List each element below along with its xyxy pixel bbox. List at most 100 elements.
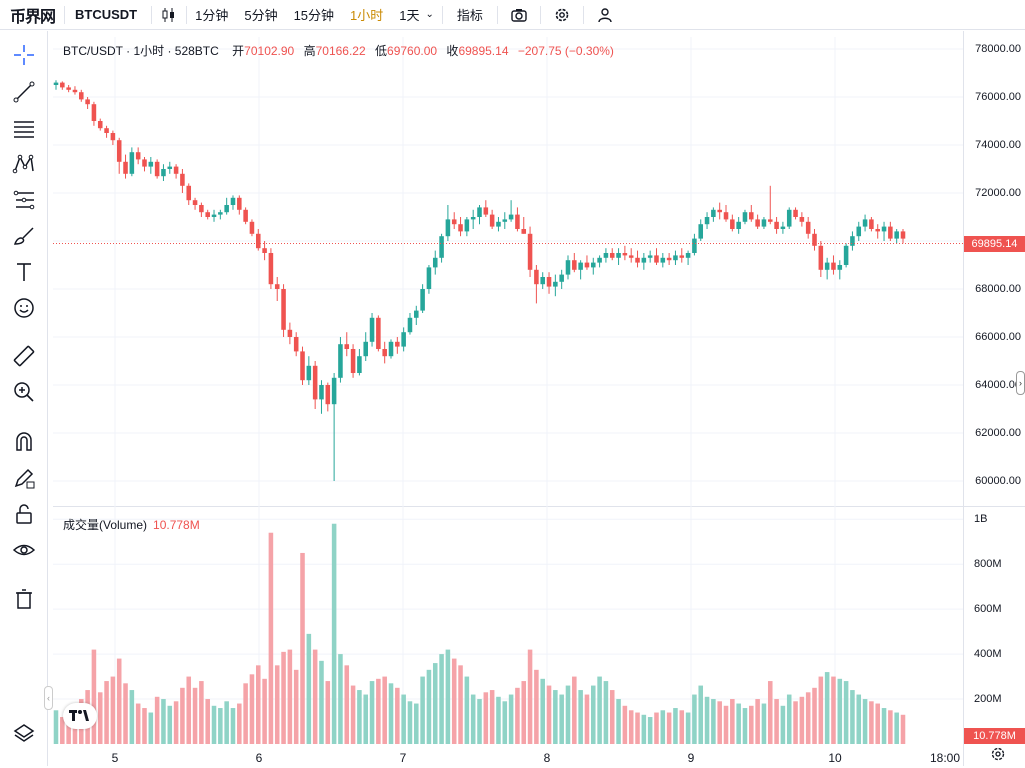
delete-drawings-tool[interactable] xyxy=(10,585,38,613)
interval-1h[interactable]: 1小时 xyxy=(350,8,384,23)
volume-bar xyxy=(496,696,501,744)
volume-bar xyxy=(597,676,602,744)
chart-type-button[interactable] xyxy=(152,0,186,30)
volume-bar xyxy=(717,701,722,744)
candle-body xyxy=(192,200,198,205)
axis-settings-button[interactable] xyxy=(989,745,1007,763)
candle-body xyxy=(736,221,741,229)
candle-body xyxy=(439,236,444,258)
volume-bar xyxy=(888,710,893,744)
emoji-tool[interactable] xyxy=(10,294,38,322)
divider xyxy=(151,5,153,24)
interval-1d[interactable]: 1天 ⌄ xyxy=(391,0,442,30)
volume-tick-label: 1B xyxy=(974,513,988,526)
brush-tool[interactable] xyxy=(10,222,38,250)
symbol-selector[interactable]: BTCUSDT xyxy=(75,7,138,22)
candle-body xyxy=(584,262,590,268)
volume-bar xyxy=(780,705,786,744)
candle-body xyxy=(129,152,135,174)
screenshot-button[interactable] xyxy=(498,0,540,30)
candle-body xyxy=(818,245,824,270)
fib-tool[interactable] xyxy=(10,186,38,214)
trendline-tool[interactable] xyxy=(10,78,38,106)
candle-body xyxy=(344,344,350,349)
candle-body xyxy=(749,212,754,220)
volume-bar xyxy=(635,712,640,744)
price-axis[interactable]: 78000.0076000.0074000.0072000.0070000.00… xyxy=(963,31,1025,766)
volume-bar xyxy=(401,694,406,744)
measure-tool[interactable] xyxy=(10,342,38,370)
scroll-right-handle[interactable]: › xyxy=(1016,371,1025,395)
price-tick-label: 72000.00 xyxy=(975,187,1021,199)
candle-body xyxy=(268,253,274,285)
divider xyxy=(186,5,188,24)
volume-bar xyxy=(306,633,312,744)
divider xyxy=(582,5,584,24)
candle-body xyxy=(609,253,615,258)
candle-body xyxy=(780,226,786,229)
crosshair-tool[interactable] xyxy=(10,41,38,69)
volume-bar xyxy=(584,694,590,744)
volume-bar xyxy=(451,658,457,744)
lock-drawings-tool[interactable] xyxy=(10,464,38,492)
volume-bar xyxy=(274,665,280,744)
volume-bar xyxy=(97,692,103,744)
candle-body xyxy=(553,281,558,287)
volume-bar xyxy=(129,690,135,744)
object-tree-tool[interactable] xyxy=(10,719,38,747)
open-value: 70102.90 xyxy=(244,44,295,58)
horizontal-lines-tool[interactable] xyxy=(10,114,38,142)
volume-bar xyxy=(711,699,716,744)
candle-body xyxy=(281,289,286,330)
pattern-tool[interactable] xyxy=(10,150,38,178)
current-price-label: 69895.14 xyxy=(964,235,1025,252)
collapse-toolbar-handle[interactable]: ‹ xyxy=(44,686,53,710)
volume-bar xyxy=(900,714,906,744)
site-logo[interactable]: 币界网 xyxy=(10,8,56,26)
volume-value: 10.778M xyxy=(153,518,200,532)
candle-body xyxy=(559,274,564,282)
account-button[interactable] xyxy=(584,0,626,30)
visibility-tool[interactable] xyxy=(10,536,38,564)
volume-bar xyxy=(199,681,204,744)
text-tool[interactable] xyxy=(10,258,38,286)
high-value: 70166.22 xyxy=(315,44,366,58)
candle-body xyxy=(786,209,792,227)
candle-body xyxy=(875,229,880,232)
candle-body xyxy=(287,329,293,337)
volume-tick-label: 400M xyxy=(974,648,1002,661)
interval-15m[interactable]: 15分钟 xyxy=(293,8,335,23)
volume-bar xyxy=(376,678,381,744)
candle-body xyxy=(666,257,672,261)
volume-bar xyxy=(660,710,666,744)
indicators-button[interactable]: 指标 xyxy=(456,8,483,23)
candle-body xyxy=(717,209,722,213)
volume-bar xyxy=(293,669,299,744)
candle-body xyxy=(230,197,236,205)
candle-body xyxy=(167,166,173,169)
interval-5m[interactable]: 5分钟 xyxy=(244,8,278,23)
volume-bar xyxy=(521,681,527,744)
volume-bar xyxy=(755,699,760,744)
time-tick-label: 10 xyxy=(828,751,842,765)
volume-bar xyxy=(167,705,173,744)
volume-bar xyxy=(767,681,773,744)
candle-body xyxy=(805,221,811,234)
candle-body xyxy=(515,214,520,229)
lock-tool[interactable] xyxy=(10,500,38,528)
candle-body xyxy=(730,219,735,229)
volume-bar xyxy=(749,705,754,744)
volume-bar xyxy=(647,717,653,744)
volume-bar xyxy=(774,699,779,744)
volume-bar xyxy=(786,694,792,744)
candle-body xyxy=(369,317,375,342)
user-icon xyxy=(598,7,612,22)
magnet-tool[interactable] xyxy=(10,428,38,456)
interval-1m[interactable]: 1分钟 xyxy=(195,8,229,23)
zoom-tool[interactable] xyxy=(10,378,38,406)
candle-body xyxy=(205,212,210,217)
tradingview-logo[interactable] xyxy=(63,703,97,729)
volume-bar xyxy=(875,703,880,744)
settings-button[interactable] xyxy=(541,0,583,30)
